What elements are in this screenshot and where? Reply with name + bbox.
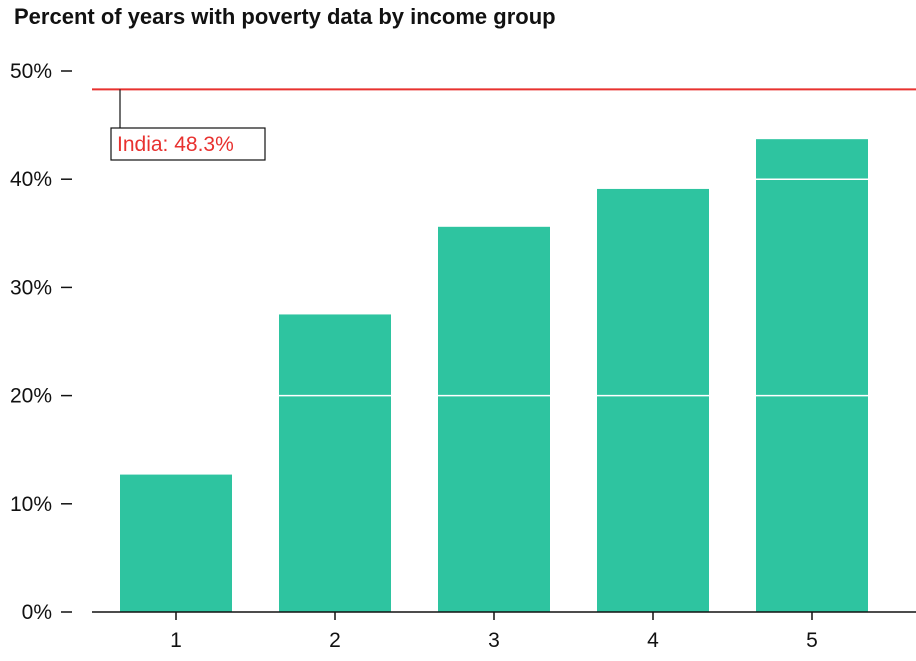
y-tick-label: 50% [10, 60, 52, 83]
x-tick-label: 5 [806, 629, 818, 652]
y-tick-label: 20% [10, 385, 52, 408]
bar-5 [756, 139, 868, 612]
x-axis: 1 2 3 4 5 [170, 612, 818, 652]
reference-line-group: India: 48.3% [92, 88, 916, 161]
x-tick-label: 3 [488, 629, 500, 652]
x-tick-label: 2 [329, 629, 341, 652]
bar-4 [597, 188, 709, 613]
bar-gridlines [279, 178, 868, 397]
x-tick-label: 4 [647, 629, 659, 652]
bar-1 [120, 474, 232, 612]
bar-2 [279, 314, 391, 612]
y-tick-label: 0% [22, 601, 52, 624]
annotation-box [110, 127, 266, 161]
chart-title: Percent of years with poverty data by in… [14, 4, 556, 29]
annotation-label: India: 48.3% [117, 133, 234, 156]
y-tick-label: 10% [10, 493, 52, 516]
bars [120, 139, 868, 613]
y-tick-label: 40% [10, 168, 52, 191]
y-axis: 0% 10% 20% 30% 40% 50% [10, 60, 72, 624]
y-tick-label: 30% [10, 276, 52, 299]
bar-3 [438, 226, 550, 613]
x-tick-label: 1 [170, 629, 182, 652]
